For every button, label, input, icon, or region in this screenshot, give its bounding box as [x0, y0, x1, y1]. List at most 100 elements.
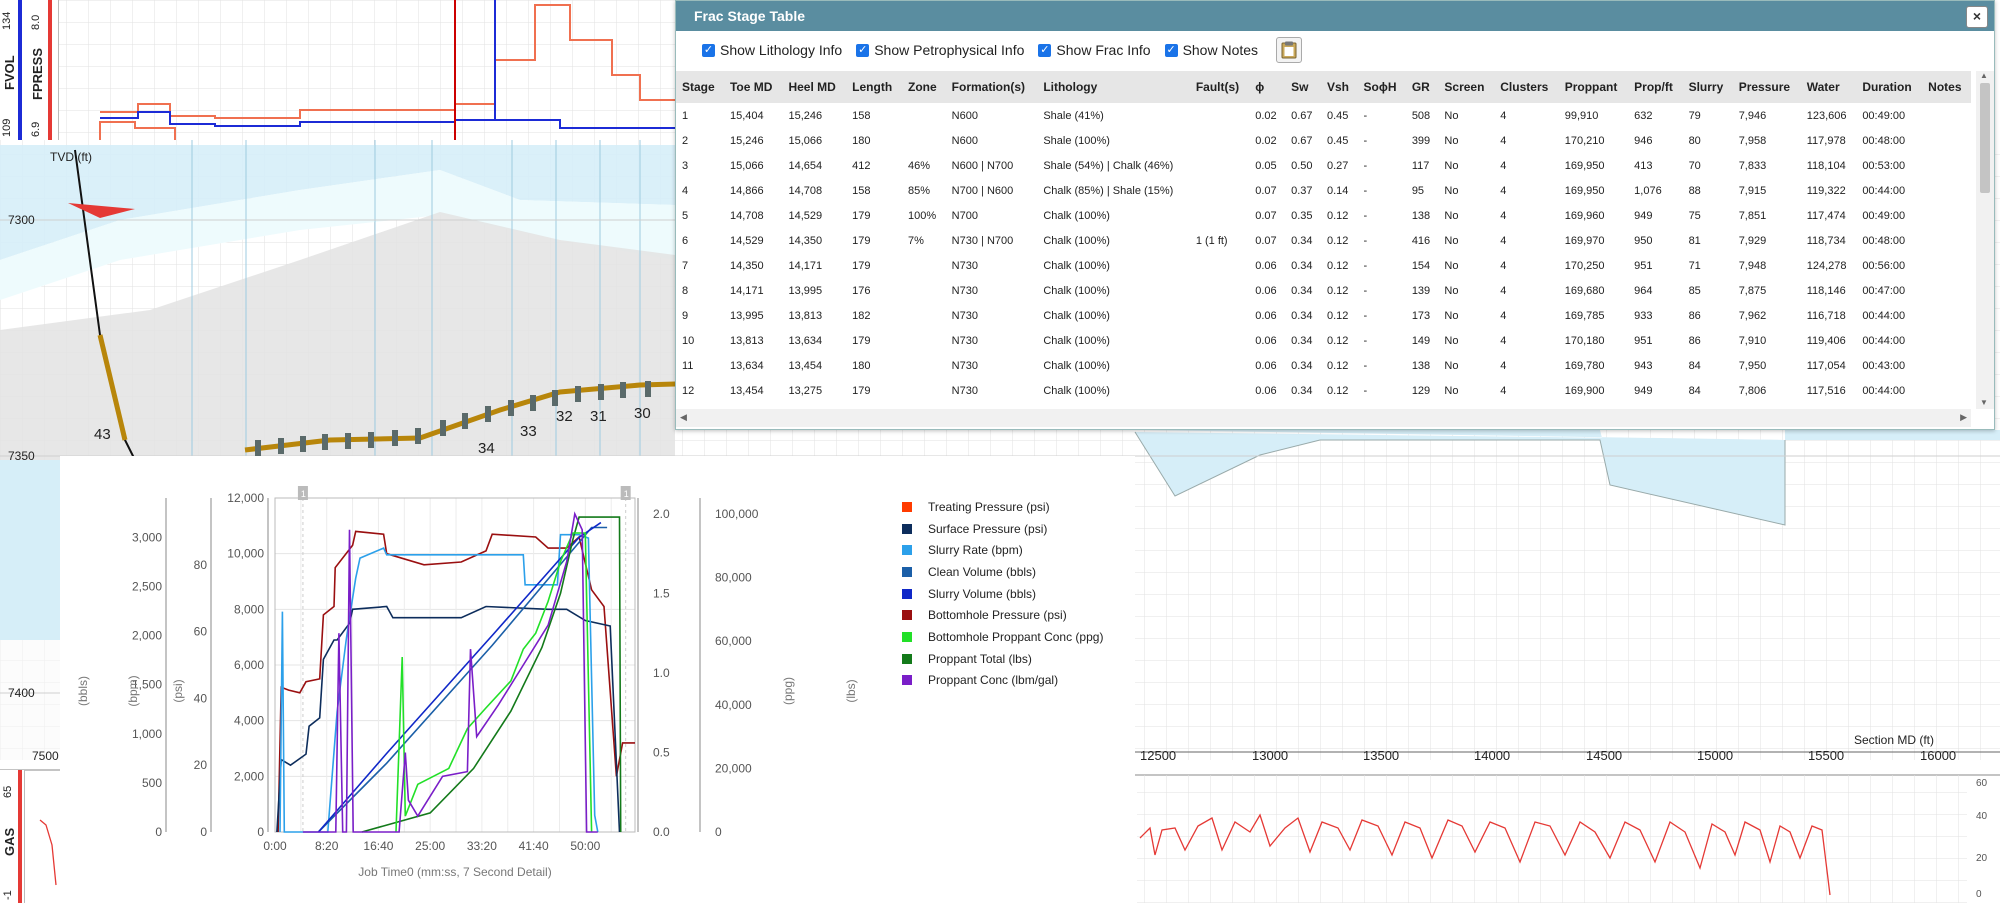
column-header[interactable]: Length: [846, 71, 902, 103]
legend-item[interactable]: Bottomhole Pressure (psi): [902, 604, 1103, 626]
table-cell: 7,915: [1738, 184, 1767, 197]
table-row[interactable]: 9 13,995 13,813 182 N730 Chalk (100%) 0.06 0.34…: [676, 303, 1971, 328]
column-header[interactable]: GR: [1405, 71, 1439, 103]
table-cell: 117,978: [1806, 134, 1846, 147]
table-row[interactable]: 4 14,866 14,708 158 85% N700 | N600 Chalk (85%…: [676, 178, 1971, 203]
table-cell: 0.12: [1326, 234, 1349, 247]
table-cell: 0.06: [1255, 334, 1277, 347]
table-row[interactable]: 3 15,066 14,654 412 46% N600 | N700 Shale (54%…: [676, 153, 1971, 178]
column-header[interactable]: ϕ: [1249, 71, 1286, 103]
treatment-chart[interactable]: 1 1 0 500 1,000 1,500 2,000 2,500 3,000 (bbls) 0 20…: [60, 456, 1135, 903]
column-header[interactable]: Pressure: [1732, 71, 1801, 103]
axis-tick-label: 20,000: [715, 761, 752, 775]
column-header[interactable]: Formation(s): [945, 71, 1038, 103]
column-header[interactable]: Toe MD: [723, 71, 783, 103]
frac-table-titlebar[interactable]: Frac Stage Table ×: [676, 1, 1994, 31]
table-cell: 00:47:00: [1862, 284, 1906, 297]
table-cell: No: [1444, 309, 1459, 322]
vertical-scrollbar[interactable]: ▲ ▼: [1976, 71, 1994, 409]
column-header[interactable]: Sw: [1285, 71, 1321, 103]
axis-tick-label: 2,000: [132, 629, 162, 643]
table-cell: 0.07: [1255, 184, 1277, 197]
column-header[interactable]: Vsh: [1320, 71, 1358, 103]
show-lithology-checkbox[interactable]: ✓ Show Lithology Info: [702, 42, 842, 58]
scroll-up-icon[interactable]: ▲: [1980, 71, 1988, 80]
frac-table-scroll-area[interactable]: Stage Toe MD Heel MD Length Zone Formation(s)…: [676, 71, 1971, 409]
column-header[interactable]: Zone: [902, 71, 946, 103]
table-cell: 0.06: [1255, 384, 1277, 397]
legend-item[interactable]: Surface Pressure (psi): [902, 518, 1103, 540]
column-header[interactable]: Lithology: [1037, 71, 1190, 103]
copy-to-clipboard-button[interactable]: [1276, 37, 1303, 63]
scroll-down-icon[interactable]: ▼: [1980, 398, 1988, 407]
table-cell: 632: [1634, 109, 1653, 122]
table-cell: [1190, 153, 1249, 178]
column-header[interactable]: Screen: [1438, 71, 1495, 103]
table-row[interactable]: 7 14,350 14,171 179 N730 Chalk (100%) 0.06 0.34…: [676, 253, 1971, 278]
scroll-right-icon[interactable]: ▶: [1960, 412, 1967, 422]
close-button[interactable]: ×: [1966, 6, 1988, 28]
column-header[interactable]: Fault(s): [1189, 71, 1250, 103]
treatment-chart-panel: 1 1 0 500 1,000 1,500 2,000 2,500 3,000 (bbls) 0 20…: [60, 456, 1135, 903]
show-petrophysical-checkbox[interactable]: ✓ Show Petrophysical Info: [856, 42, 1024, 58]
scrollbar-thumb[interactable]: [1980, 83, 1990, 193]
legend-item[interactable]: Bottomhole Proppant Conc (ppg): [902, 626, 1103, 648]
table-cell: 2: [682, 134, 689, 147]
table-cell: 100%: [908, 209, 937, 222]
checkbox-checked-icon: ✓: [1164, 43, 1178, 57]
table-cell: 118,734: [1806, 234, 1846, 247]
scroll-left-icon[interactable]: ◀: [680, 412, 687, 422]
table-cell: Chalk (100%): [1043, 359, 1110, 372]
fvol-max: 134: [1, 11, 13, 30]
table-row[interactable]: 8 14,171 13,995 176 N730 Chalk (100%) 0.06 0.34…: [676, 278, 1971, 303]
gas-scale-tick: 0: [1976, 889, 1982, 900]
legend-item[interactable]: Proppant Conc (lbm/gal): [902, 670, 1103, 692]
column-header[interactable]: Clusters: [1494, 71, 1559, 103]
table-cell: No: [1444, 384, 1459, 397]
table-cell: 13,813: [788, 309, 823, 322]
show-frac-info-checkbox[interactable]: ✓ Show Frac Info: [1038, 42, 1151, 58]
depth-tick: 7400: [8, 686, 35, 700]
column-header[interactable]: Heel MD: [782, 71, 847, 103]
horizontal-scrollbar[interactable]: ◀ ▶: [676, 409, 1971, 427]
table-cell: 11: [682, 359, 694, 372]
table-cell: 138: [1411, 359, 1431, 372]
table-row[interactable]: 11 13,634 13,454 180 N730 Chalk (100%) 0.06 0.3…: [676, 353, 1971, 378]
table-cell: 117,516: [1806, 384, 1846, 397]
table-cell: 170,210: [1564, 134, 1605, 147]
clipboard-icon: [1281, 41, 1297, 59]
legend-item[interactable]: Treating Pressure (psi): [902, 496, 1103, 518]
table-row[interactable]: 1 15,404 15,246 158 N600 Shale (41%) 0.02 0.67 0…: [676, 103, 1971, 128]
column-header[interactable]: Slurry: [1682, 71, 1733, 103]
column-header[interactable]: SoϕH: [1357, 71, 1406, 103]
table-row[interactable]: 12 13,454 13,275 179 N730 Chalk (100%) 0.06 0.3…: [676, 378, 1971, 403]
table-row[interactable]: 10 13,813 13,634 179 N730 Chalk (100%) 0.06 0.3…: [676, 328, 1971, 353]
column-header[interactable]: Duration: [1856, 71, 1923, 103]
table-row[interactable]: 5 14,708 14,529 179 100% N700 Chalk (100%) 0.07…: [676, 203, 1971, 228]
table-cell: Shale (54%) | Chalk (46%): [1043, 159, 1174, 172]
chart-legend: Treating Pressure (psi) Surface Pressure …: [902, 496, 1103, 691]
show-notes-checkbox[interactable]: ✓ Show Notes: [1164, 42, 1258, 58]
table-cell: 0.02: [1255, 134, 1277, 147]
legend-item[interactable]: Slurry Rate (bpm): [902, 539, 1103, 561]
table-cell: N730: [951, 284, 978, 297]
column-header[interactable]: Stage: [676, 71, 724, 103]
x-axis-title: Job Time0 (mm:ss, 7 Second Detail): [358, 865, 551, 879]
column-header[interactable]: Notes: [1922, 71, 1971, 103]
column-header[interactable]: Prop/ft: [1628, 71, 1683, 103]
table-cell: 86: [1688, 334, 1701, 347]
stage-label: 30: [634, 405, 651, 422]
table-cell: [1190, 378, 1249, 403]
axis-tick-label: 1,500: [132, 678, 162, 692]
table-row[interactable]: 2 15,246 15,066 180 N600 Shale (100%) 0.02 0.67…: [676, 128, 1971, 153]
column-header[interactable]: Water: [1800, 71, 1857, 103]
legend-item[interactable]: Clean Volume (bbls): [902, 561, 1103, 583]
legend-item[interactable]: Proppant Total (lbs): [902, 648, 1103, 670]
table-cell: -: [1363, 134, 1368, 147]
axis-tick-label: 6,000: [234, 658, 264, 672]
table-row[interactable]: 6 14,529 14,350 179 7% N730 | N700 Chalk (100%…: [676, 228, 1971, 253]
table-cell: 46%: [908, 159, 931, 172]
table-cell: 14,866: [729, 184, 764, 197]
column-header[interactable]: Proppant: [1558, 71, 1629, 103]
legend-item[interactable]: Slurry Volume (bbls): [902, 583, 1103, 605]
